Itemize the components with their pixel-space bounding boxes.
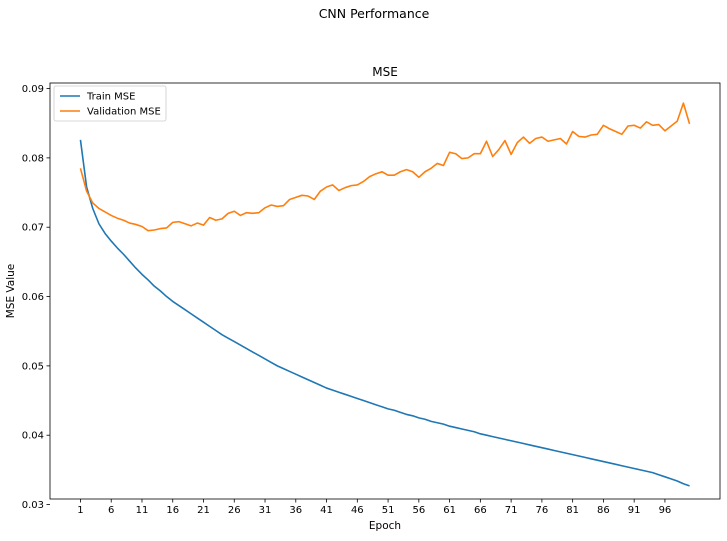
- chart-title: MSE: [372, 65, 398, 79]
- x-tick-label-46: 46: [351, 505, 364, 516]
- y-tick-label-0-03: 0.03: [22, 500, 44, 511]
- x-tick-label-36: 36: [289, 505, 302, 516]
- figure-suptitle: CNN Performance: [319, 6, 430, 21]
- x-tick-label-76: 76: [536, 505, 549, 516]
- y-axis: 0.03 0.04 0.05 0.06 0.07 0.08 0.09: [22, 84, 50, 511]
- x-tick-label-56: 56: [412, 505, 425, 516]
- y-tick-label-0-08: 0.08: [22, 153, 44, 164]
- plot-area: 1 6 11 16 21 26 31 36 41 46 51 56 61 66 71 76 81 86 91 96 0…: [22, 82, 721, 516]
- series-layer: [79, 102, 691, 487]
- y-tick-label-0-04: 0.04: [22, 431, 44, 442]
- plot-frame: [49, 82, 721, 500]
- x-tick-label-31: 31: [259, 505, 272, 516]
- legend-label-train-mse: Train MSE: [86, 92, 135, 103]
- x-tick-label-96: 96: [659, 505, 672, 516]
- x-tick-label-66: 66: [474, 505, 487, 516]
- x-tick-label-51: 51: [382, 505, 395, 516]
- x-axis-label: Epoch: [369, 520, 401, 532]
- x-tick-label-81: 81: [566, 505, 579, 516]
- y-axis-label: MSE Value: [5, 264, 17, 319]
- x-tick-label-1: 1: [77, 505, 83, 516]
- x-tick-label-86: 86: [597, 505, 610, 516]
- x-tick-label-26: 26: [228, 505, 241, 516]
- y-tick-label-0-07: 0.07: [22, 223, 44, 234]
- x-tick-label-11: 11: [136, 505, 149, 516]
- x-tick-label-61: 61: [443, 505, 456, 516]
- y-tick-label-0-09: 0.09: [22, 84, 44, 95]
- x-tick-label-41: 41: [320, 505, 333, 516]
- legend-label-validation-mse: Validation MSE: [87, 107, 161, 118]
- x-axis: 1 6 11 16 21 26 31 36 41 46 51 56 61 66 71 76 81 86 91 96: [77, 499, 671, 516]
- legend-box: [53, 85, 167, 122]
- series-line-validation-mse: [79, 102, 691, 232]
- x-tick-label-91: 91: [628, 505, 641, 516]
- x-tick-label-6: 6: [108, 505, 114, 516]
- legend: Train MSE Validation MSE: [53, 85, 167, 122]
- series-line-train-mse: [79, 139, 690, 487]
- x-tick-label-71: 71: [505, 505, 518, 516]
- y-tick-label-0-05: 0.05: [22, 361, 44, 372]
- x-tick-label-16: 16: [166, 505, 179, 516]
- x-tick-label-21: 21: [197, 505, 210, 516]
- y-tick-label-0-06: 0.06: [22, 292, 44, 303]
